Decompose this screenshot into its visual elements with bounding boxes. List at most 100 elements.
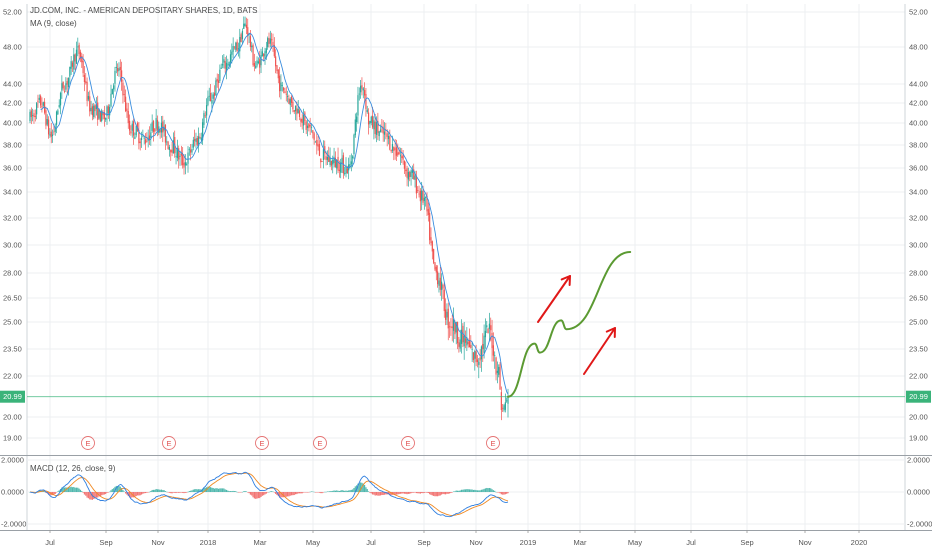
candle-body <box>170 149 172 153</box>
macd-histogram-bar <box>61 487 63 492</box>
macd-histogram-bar <box>271 491 273 492</box>
macd-histogram-bar <box>418 492 420 494</box>
candle-body <box>77 46 79 48</box>
macd-histogram-bar <box>160 489 163 492</box>
candle-body <box>398 152 400 155</box>
macd-histogram-bar <box>81 491 83 492</box>
price-tick-label-left: 23.50 <box>3 345 22 354</box>
macd-histogram-bar <box>87 492 90 499</box>
candle-body <box>390 149 392 152</box>
time-tick-label: Nov <box>151 538 165 547</box>
candle-body <box>198 136 200 146</box>
macd-histogram-bar <box>492 490 494 492</box>
candle-body <box>273 44 275 57</box>
candle-body <box>362 88 364 91</box>
candle-body <box>63 91 66 92</box>
candle-body <box>415 175 417 194</box>
price-tick-label-left: 44.00 <box>3 80 22 89</box>
candle-body <box>186 164 188 166</box>
candle-body <box>97 102 99 120</box>
candle-body <box>364 90 366 96</box>
candle-body <box>279 75 281 92</box>
macd-histogram-bar <box>370 492 372 494</box>
macd-histogram-bar <box>62 487 64 492</box>
macd-histogram-bar <box>460 489 463 492</box>
time-tick-label: Sep <box>417 538 430 547</box>
candle-body <box>379 129 382 133</box>
macd-histogram-bar <box>431 492 433 496</box>
candle-body <box>178 148 180 160</box>
candle-body <box>239 37 241 52</box>
macd-histogram-bar <box>494 490 496 492</box>
candle-body <box>57 110 59 115</box>
candle-body <box>253 63 255 67</box>
macd-histogram-bar <box>163 490 165 492</box>
candle-body <box>328 155 330 162</box>
candle-body <box>301 118 303 124</box>
candle-body <box>492 345 494 356</box>
candle-body <box>437 271 439 285</box>
price-tick-label-right: 28.00 <box>909 269 928 278</box>
candle-body <box>260 55 262 66</box>
macd-histogram-bar <box>251 492 253 496</box>
candle-body <box>47 119 50 135</box>
price-tick-label-right: 23.50 <box>909 345 928 354</box>
last-price-badge-right: 20.99 <box>906 390 931 403</box>
macd-histogram-bar <box>305 492 307 493</box>
candle-body <box>50 131 52 137</box>
price-tick-label-right: 40.00 <box>909 119 928 128</box>
candle-body <box>131 123 133 131</box>
macd-histogram-bar <box>118 486 120 492</box>
macd-histogram-bar <box>318 492 321 493</box>
macd-histogram-bar <box>63 487 66 492</box>
candle-body <box>443 289 445 312</box>
macd-histogram-bar <box>399 492 402 494</box>
macd-histogram-bar <box>410 492 412 494</box>
macd-histogram-bar <box>456 490 459 492</box>
macd-histogram-bar <box>225 489 228 492</box>
candle-body <box>312 130 314 134</box>
macd-histogram-bar <box>296 492 298 495</box>
price-tick-label-left: 36.00 <box>3 164 22 173</box>
candle-body <box>151 122 153 131</box>
macd-histogram-bar <box>467 489 469 492</box>
macd-histogram-bar <box>308 492 310 493</box>
macd-histogram-bar <box>483 488 485 492</box>
macd-histogram-bar <box>419 492 421 494</box>
macd-histogram-bar <box>268 491 270 493</box>
macd-histogram-bar <box>158 489 160 492</box>
candle-body <box>427 209 429 215</box>
candle-body <box>205 105 208 116</box>
price-tick-label-right: 20.00 <box>909 413 928 422</box>
candle-body <box>272 41 274 46</box>
macd-histogram-bar <box>459 490 461 492</box>
candle-body <box>345 165 347 174</box>
macd-histogram-bar <box>257 492 259 499</box>
candle-body <box>399 155 402 157</box>
candle-body <box>413 169 415 180</box>
macd-histogram-bar <box>301 492 303 494</box>
candle-body <box>150 132 152 138</box>
candle-body <box>499 364 501 390</box>
candle-body <box>231 51 233 55</box>
candle-body <box>503 405 505 411</box>
candle-body <box>155 118 157 129</box>
macd-histogram-bar <box>276 492 278 496</box>
candle-body <box>458 342 460 347</box>
candle-body <box>65 83 67 90</box>
candle-body <box>439 277 441 290</box>
macd-histogram-bar <box>101 492 103 496</box>
candle-body <box>208 95 210 97</box>
candle-body <box>470 344 472 349</box>
macd-histogram-bar <box>138 492 140 496</box>
price-tick-label-right: 34.00 <box>909 188 928 197</box>
macd-histogram-bar <box>486 487 488 492</box>
macd-histogram-bar <box>174 492 176 493</box>
macd-histogram-bar <box>215 488 217 492</box>
macd-histogram-bar <box>337 490 339 492</box>
macd-histogram-bar <box>421 492 423 494</box>
candle-body <box>460 329 463 344</box>
macd-histogram-bar <box>199 489 201 492</box>
candle-body <box>249 36 252 47</box>
